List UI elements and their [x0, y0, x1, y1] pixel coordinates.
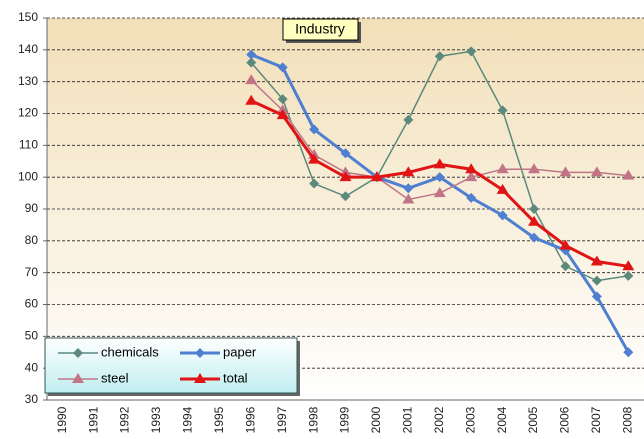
legend-label: paper: [223, 344, 257, 359]
series: [245, 46, 635, 358]
x-tick-label: 2000: [369, 406, 383, 433]
marker: [559, 239, 572, 250]
marker: [497, 210, 508, 221]
x-tick-label: 1999: [338, 406, 352, 433]
marker: [276, 109, 289, 120]
marker: [246, 57, 257, 68]
marker: [590, 166, 603, 177]
marker: [340, 148, 351, 159]
marker: [528, 163, 541, 174]
marker: [434, 51, 445, 62]
marker: [277, 94, 288, 105]
marker: [402, 193, 415, 204]
x-tick-label: 2004: [495, 406, 509, 433]
marker: [340, 191, 351, 202]
x-tick-label: 1990: [55, 406, 69, 433]
y-tick-label: 150: [18, 10, 38, 24]
x-tick-label: 1992: [118, 406, 132, 433]
marker: [195, 348, 205, 358]
marker: [246, 49, 257, 60]
marker: [590, 255, 603, 266]
x-tick-label: 1994: [181, 406, 195, 433]
marker: [497, 105, 508, 116]
y-tick-label: 130: [18, 74, 38, 88]
x-tick-label: 2005: [526, 406, 540, 433]
marker: [277, 62, 288, 73]
x-tick-label: 2006: [558, 406, 572, 433]
marker: [591, 291, 602, 302]
y-tick-label: 100: [18, 169, 38, 183]
marker: [402, 166, 415, 177]
chart-title: Industry: [295, 21, 345, 37]
x-tick-label: 2007: [589, 406, 603, 433]
marker: [465, 171, 478, 182]
marker: [403, 183, 414, 194]
y-tick-label: 90: [25, 201, 39, 215]
marker: [309, 178, 320, 189]
x-tick-label: 2008: [620, 406, 634, 433]
y-tick-label: 110: [19, 138, 38, 152]
y-tick-label: 120: [18, 106, 38, 120]
legend: [44, 337, 298, 394]
marker: [465, 163, 478, 174]
marker: [403, 114, 414, 125]
y-tick-label: 140: [18, 42, 38, 56]
marker: [591, 275, 602, 286]
marker: [623, 347, 634, 358]
marker: [529, 232, 540, 243]
title-box: [282, 18, 359, 41]
x-tick-label: 1991: [86, 406, 100, 433]
marker: [339, 171, 352, 182]
x-tick-label: 2003: [463, 406, 477, 433]
marker: [528, 215, 541, 226]
marker: [370, 171, 383, 182]
marker: [73, 348, 83, 358]
marker: [496, 183, 509, 194]
marker: [466, 46, 477, 57]
marker: [529, 204, 540, 214]
marker: [308, 153, 321, 164]
marker: [433, 187, 446, 198]
marker: [245, 94, 258, 105]
x-tick-label: 1997: [275, 406, 289, 433]
x-tick-label: 2002: [432, 406, 446, 433]
y-tick-label: 60: [25, 297, 39, 311]
y-tick-label: 80: [25, 233, 39, 247]
x-tick-label: 1996: [243, 406, 257, 433]
y-tick-label: 40: [25, 360, 39, 374]
marker: [560, 261, 571, 272]
x-tick-label: 1995: [212, 406, 226, 433]
y-tick-label: 70: [25, 265, 39, 279]
marker: [466, 192, 477, 203]
x-tick-label: 2001: [401, 406, 415, 433]
x-tick-label: 1993: [149, 406, 163, 433]
marker: [433, 158, 446, 169]
marker: [72, 373, 84, 383]
legend-label: steel: [101, 370, 129, 385]
marker: [496, 163, 509, 174]
marker: [622, 169, 635, 180]
x-tick-label: 1998: [306, 406, 320, 433]
marker: [559, 166, 572, 177]
legend-label: chemicals: [101, 344, 159, 359]
marker: [434, 172, 445, 183]
marker: [245, 74, 258, 85]
y-tick-label: 30: [25, 392, 39, 406]
marker: [623, 270, 634, 281]
legend-label: total: [223, 370, 248, 385]
y-tick-label: 50: [25, 329, 39, 343]
marker: [622, 260, 635, 271]
marker: [194, 373, 206, 383]
legend-entries: chemicals paper steel total: [58, 344, 257, 385]
marker: [309, 124, 320, 135]
